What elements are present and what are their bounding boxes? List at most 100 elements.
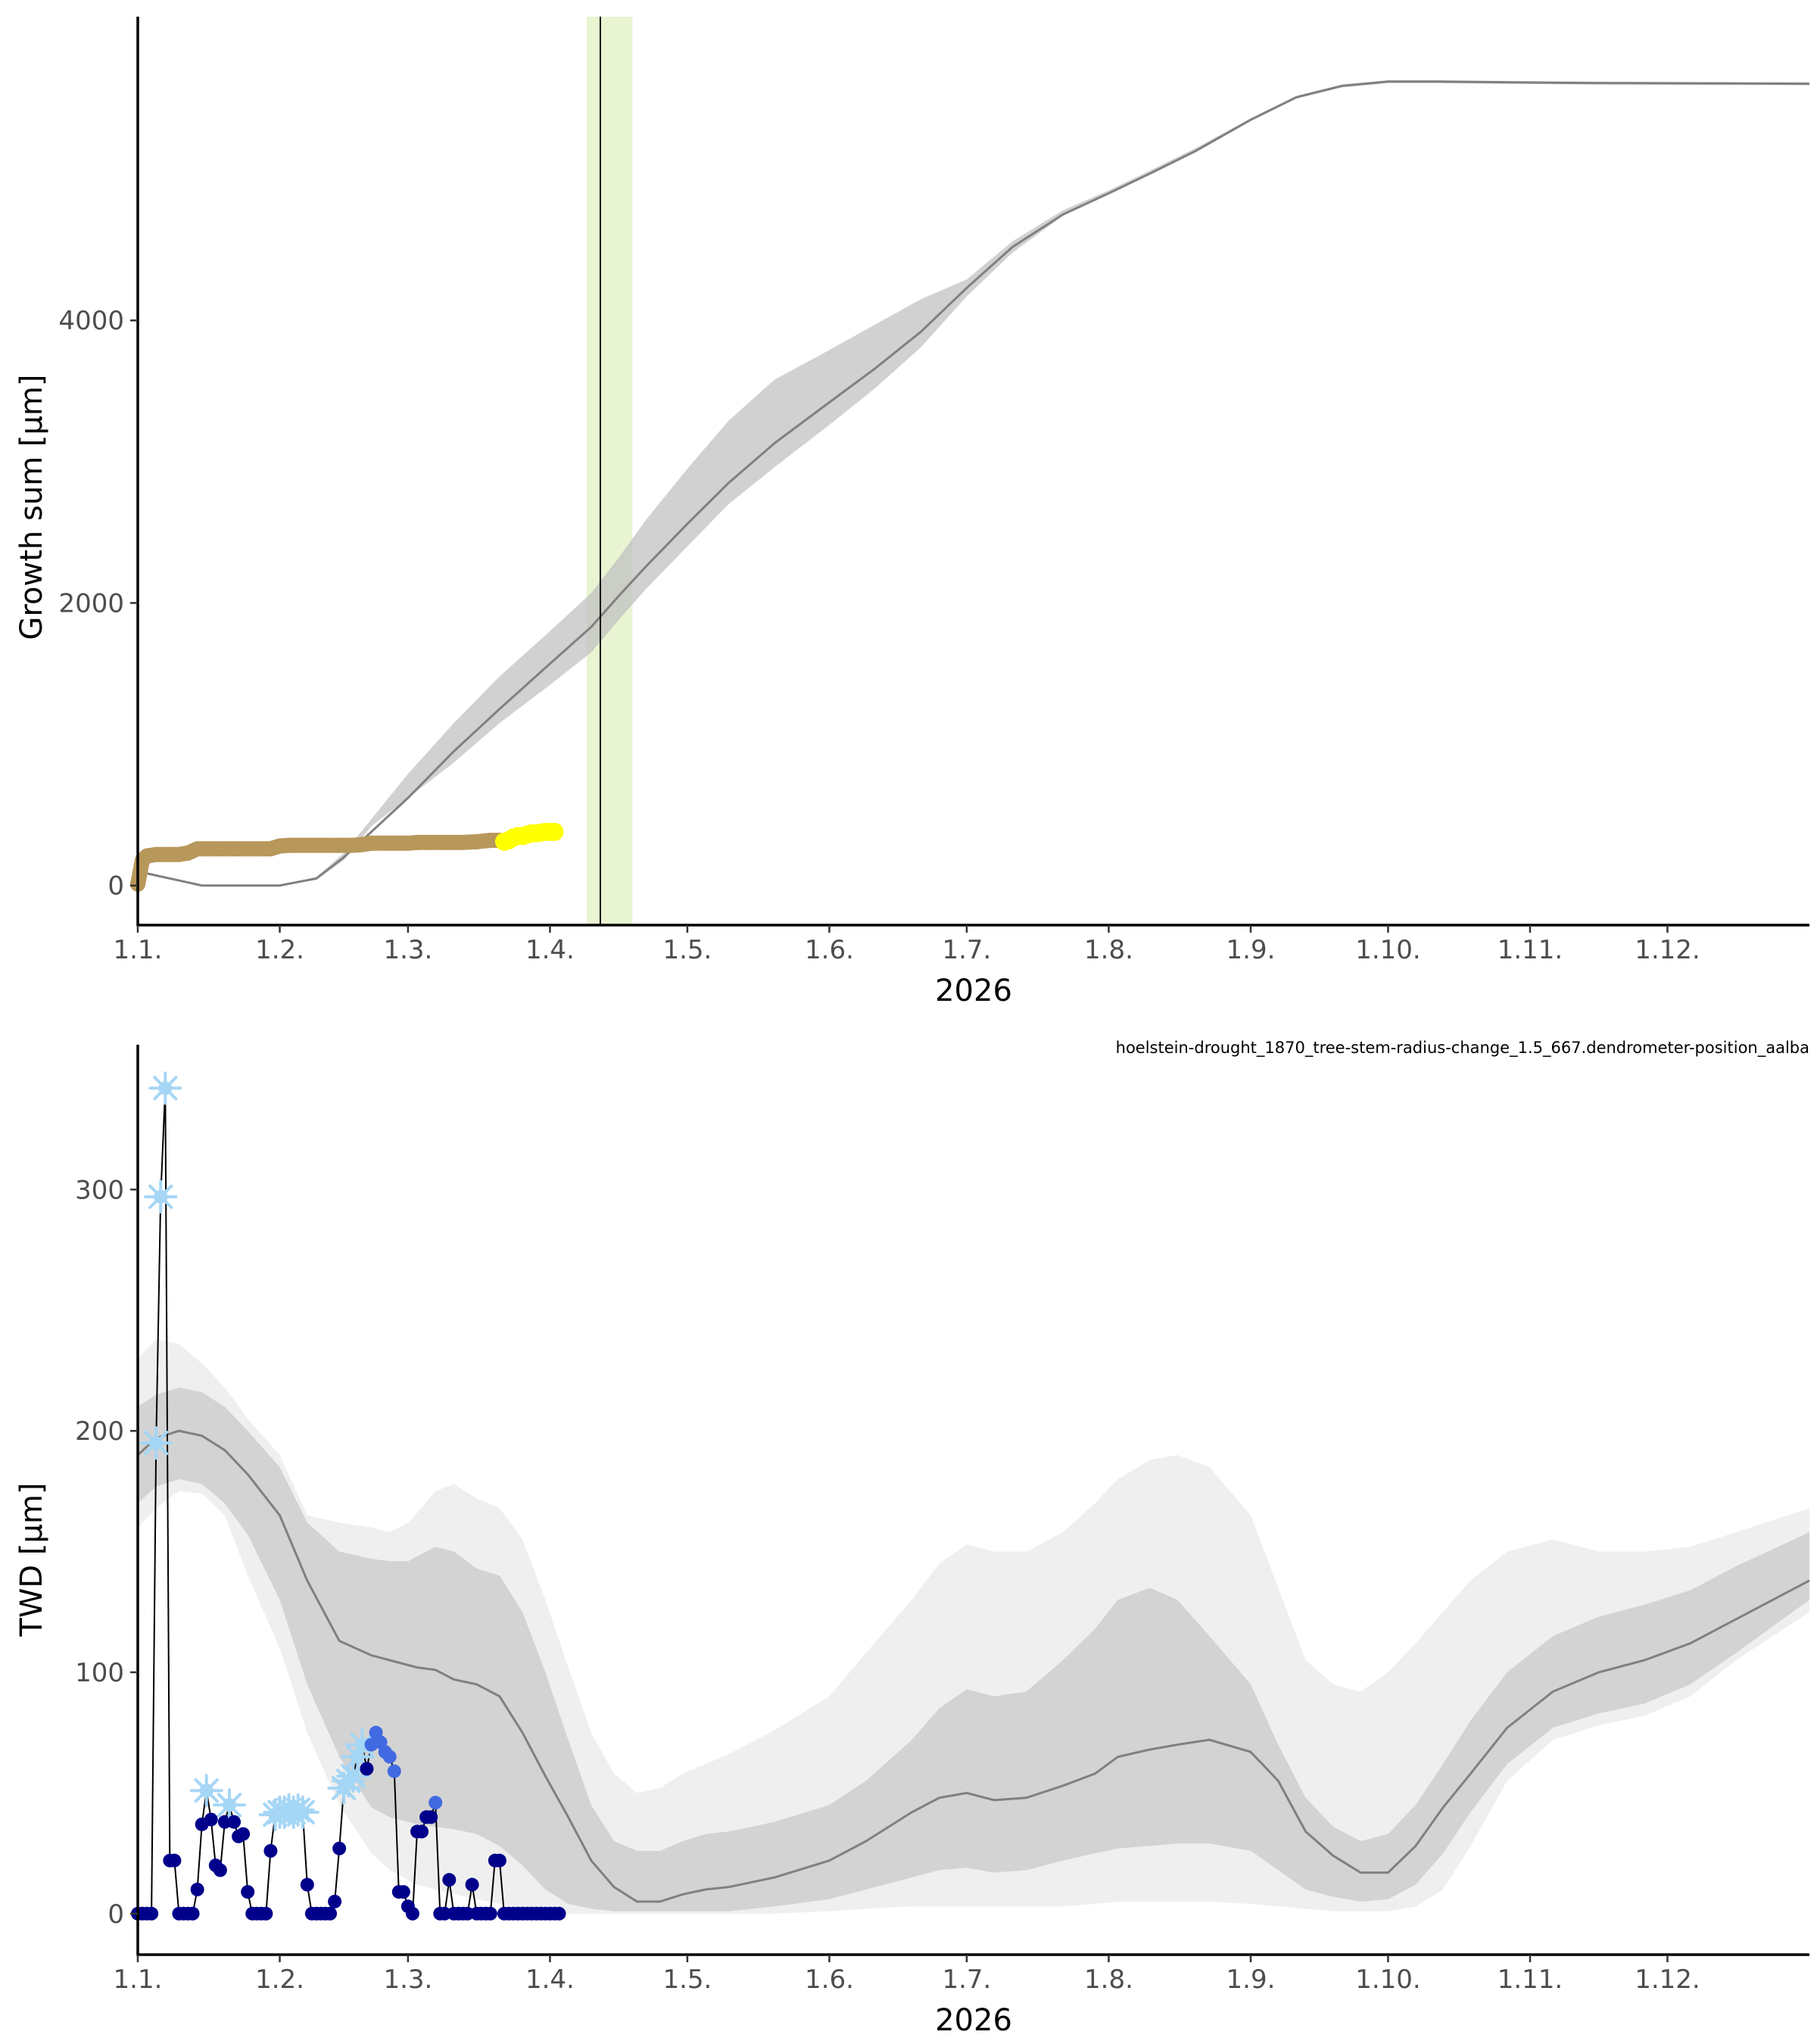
- twd-y-tick-label: 100: [75, 1658, 124, 1688]
- twd-point: [227, 1815, 242, 1829]
- twd-point: [492, 1853, 506, 1868]
- twd-point: [360, 1762, 374, 1776]
- twd-point: [332, 1841, 347, 1855]
- twd-x-tick-label: 1.11.: [1498, 1965, 1563, 1995]
- frost-marker-center: [295, 1805, 310, 1819]
- growth-x-tick-label: 1.5.: [662, 935, 712, 965]
- frost-marker: [139, 1426, 173, 1460]
- twd-point: [415, 1824, 429, 1839]
- twd-point: [424, 1810, 438, 1824]
- today-band: [586, 17, 633, 925]
- observed-growth-point: [377, 835, 393, 851]
- observed-growth-point: [240, 841, 256, 857]
- twd-bands: [138, 1339, 1809, 1914]
- twd-point: [483, 1906, 497, 1921]
- twd-point: [259, 1906, 273, 1921]
- twd-x-tick-label: 1.1.: [114, 1965, 163, 1995]
- twd-point: [263, 1843, 278, 1858]
- twd-x-tick-label: 1.10.: [1355, 1965, 1421, 1995]
- twd-x-tick-label: 1.7.: [942, 1965, 991, 1995]
- observed-growth-point: [410, 834, 425, 850]
- reference-mean-line: [137, 80, 1810, 887]
- twd-point: [442, 1873, 457, 1887]
- twd-point: [185, 1906, 200, 1921]
- twd-point: [323, 1906, 338, 1921]
- twd-x-tick-label: 1.8.: [1084, 1965, 1133, 1995]
- twd-point: [552, 1906, 566, 1921]
- growth-x-tick-label: 1.1.: [114, 935, 163, 965]
- twd-ticks: 1.1. 1.2. 1.3. 1.4. 1.5. 1.6. 1.7. 1.8. 1.9. 1.10…: [75, 1175, 1700, 1995]
- observed-growth-point: [332, 837, 348, 853]
- frost-marker-center: [158, 1081, 173, 1095]
- frost-marker-center: [222, 1798, 236, 1812]
- twd-x-axis-title: 2026: [935, 2003, 1012, 2038]
- growth-x-tick-label: 1.2.: [255, 935, 304, 965]
- twd-y-tick-label: 300: [75, 1175, 124, 1205]
- frost-marker: [148, 1071, 182, 1105]
- growth-x-tick-label: 1.3.: [383, 935, 432, 965]
- growth-x-tick-label: 1.7.: [942, 935, 991, 965]
- twd-point: [465, 1877, 479, 1892]
- twd-x-tick-label: 1.4.: [525, 1965, 575, 1995]
- reference-median-line: [136, 1429, 1810, 1903]
- twd-point: [328, 1894, 342, 1908]
- twd-point: [190, 1882, 204, 1896]
- twd-point: [300, 1877, 314, 1892]
- growth-y-tick-label: 4000: [58, 306, 124, 336]
- observed-growth-point: [226, 841, 242, 857]
- observed-growth-point: [148, 846, 164, 862]
- twd-y-tick-label: 0: [108, 1899, 124, 1930]
- twd-point: [167, 1853, 182, 1868]
- growth-x-tick-label: 1.6.: [805, 935, 854, 965]
- elevated-twd-point: [387, 1764, 401, 1778]
- observed-growth-point: [423, 834, 439, 850]
- twd-points: [131, 1071, 566, 1921]
- growth-x-tick-label: 1.10.: [1355, 935, 1421, 965]
- frost-marker: [213, 1788, 246, 1822]
- growth-bands: [138, 17, 1809, 925]
- twd-y-axis-title: TWD [µm]: [14, 1482, 49, 1637]
- twd-y-tick-label: 200: [75, 1416, 124, 1447]
- frost-marker-center: [199, 1784, 213, 1798]
- twd-x-tick-label: 1.2.: [255, 1965, 304, 1995]
- twd-panel: 1.1. 1.2. 1.3. 1.4. 1.5. 1.6. 1.7. 1.8. 1.9. 1.10…: [14, 1039, 1810, 2038]
- reference-inner-band: [138, 1387, 1809, 1912]
- twd-point: [405, 1906, 419, 1921]
- twd-point: [241, 1885, 255, 1899]
- recent-growth-point: [545, 822, 564, 841]
- twd-x-tick-label: 1.12.: [1635, 1965, 1700, 1995]
- growth-y-axis-title: Growth sum [µm]: [14, 375, 49, 640]
- frost-marker: [144, 1179, 178, 1214]
- twd-point: [213, 1863, 227, 1877]
- observed-growth-point: [363, 835, 379, 851]
- frost-marker-center: [149, 1436, 164, 1450]
- frost-marker-center: [154, 1189, 168, 1204]
- twd-x-tick-label: 1.9.: [1226, 1965, 1276, 1995]
- twd-point: [204, 1812, 218, 1827]
- frost-marker: [336, 1759, 370, 1793]
- twd-point: [396, 1885, 410, 1899]
- growth-ticks: 1.1. 1.2. 1.3. 1.4. 1.5. 1.6. 1.7. 1.8. 1.9. 1.10…: [58, 306, 1700, 965]
- twd-x-tick-label: 1.6.: [805, 1965, 854, 1995]
- growth-x-tick-label: 1.9.: [1226, 935, 1276, 965]
- growth-x-axis-title: 2026: [935, 974, 1012, 1008]
- twd-x-tick-label: 1.5.: [662, 1965, 712, 1995]
- elevated-twd-point: [429, 1796, 443, 1810]
- frost-marker: [189, 1774, 223, 1808]
- growth-y-tick-label: 2000: [58, 588, 124, 618]
- growth-panel: 1.1. 1.2. 1.3. 1.4. 1.5. 1.6. 1.7. 1.8. 1.9. 1.10…: [14, 17, 1810, 1008]
- observed-growth-point: [318, 837, 334, 853]
- growth-x-tick-label: 1.8.: [1084, 935, 1133, 965]
- observed-growth-point: [469, 833, 485, 849]
- twd-x-tick-label: 1.3.: [383, 1965, 432, 1995]
- elevated-twd-point: [382, 1750, 397, 1764]
- growth-x-tick-label: 1.4.: [525, 935, 575, 965]
- growth-x-tick-label: 1.12.: [1635, 935, 1700, 965]
- growth-y-tick-label: 0: [108, 871, 124, 902]
- twd-point: [236, 1827, 251, 1841]
- twd-point: [145, 1906, 159, 1921]
- frost-marker: [285, 1795, 319, 1829]
- twd-subtitle: hoelstein-drought_1870_tree-stem-radius-…: [1116, 1039, 1809, 1058]
- growth-x-tick-label: 1.11.: [1498, 935, 1563, 965]
